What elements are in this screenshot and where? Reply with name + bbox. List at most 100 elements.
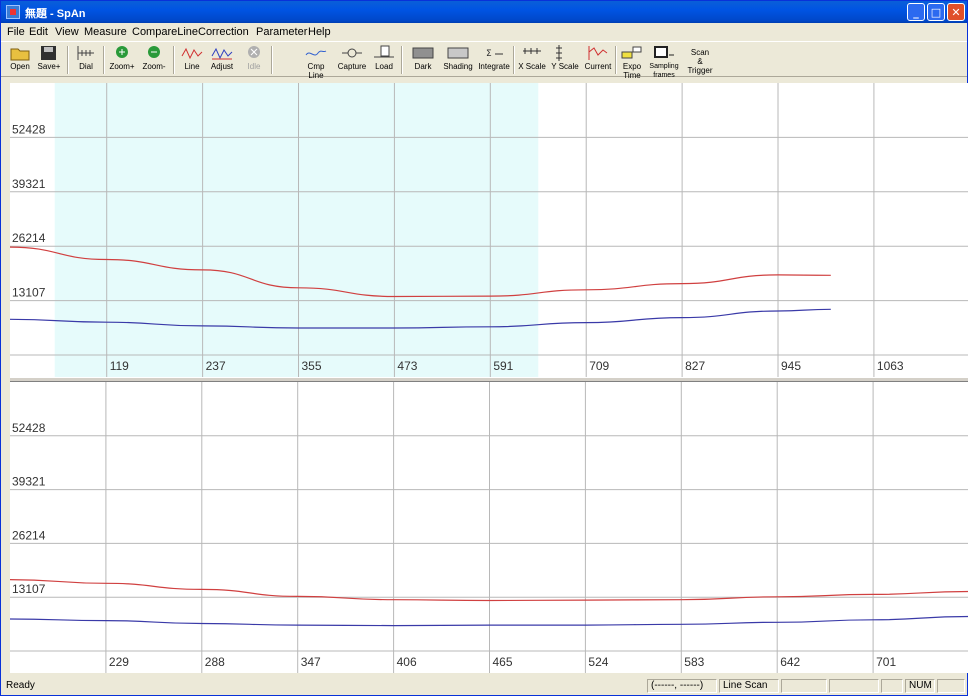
y-scale-button[interactable]: Y Scale (549, 44, 581, 76)
status-cell-empty-2 (829, 679, 879, 693)
menu-measure[interactable]: Measure (84, 26, 127, 38)
line-graph-icon (181, 44, 203, 62)
status-coordinates: (------, ------) (647, 679, 717, 693)
status-ready: Ready (6, 680, 35, 691)
series-line-1 (10, 579, 968, 602)
bottom-line-chart[interactable]: 13107 26214 39321 52428 229 288 347 406 465 524 58… (10, 382, 968, 673)
x-tick-label: 827 (685, 359, 705, 373)
x-tick-label: 709 (589, 359, 609, 373)
series-line-2 (10, 308, 831, 329)
capture-icon (341, 44, 363, 62)
scan-trigger-button[interactable]: Scan & Trigger (687, 48, 713, 75)
y-tick-label: 39321 (12, 177, 46, 191)
x-tick-label: 406 (397, 655, 417, 669)
menu-parameter[interactable]: Parameter (256, 26, 308, 38)
window-title: 無題 - SpAn (25, 8, 86, 20)
open-button[interactable]: Open (7, 44, 33, 76)
y-tick-label: 52428 (12, 421, 46, 435)
status-num: NUM (905, 679, 935, 693)
compare-line-icon (305, 44, 327, 62)
x-tick-label: 583 (684, 655, 704, 669)
x-tick-label: 347 (301, 655, 321, 669)
status-cell-empty-1 (781, 679, 827, 693)
y-tick-label: 39321 (12, 475, 46, 489)
menu-correction[interactable]: Correction (198, 26, 249, 38)
menu-view[interactable]: View (55, 26, 79, 38)
shading-button[interactable]: Shading (441, 44, 475, 76)
top-spectrum-panel[interactable]: 13107 26214 39321 52428 119 237 355 473 591 709 82… (10, 83, 968, 377)
y-tick-label: 13107 (12, 286, 46, 300)
svg-text:Σ: Σ (486, 49, 492, 59)
disk-icon (38, 44, 60, 62)
expo-time-button[interactable]: Expo Time (617, 44, 647, 80)
x-tick-label: 701 (876, 655, 896, 669)
selection-highlight[interactable] (54, 83, 539, 377)
close-button[interactable]: ✕ (947, 3, 965, 21)
load-icon (373, 44, 395, 62)
menu-compareline[interactable]: CompareLine (132, 26, 199, 38)
x-tick-label: 119 (110, 359, 129, 373)
adjust-icon (211, 44, 233, 62)
series-line-2 (10, 615, 968, 627)
y-tick-label: 13107 (12, 582, 46, 596)
sampling-frames-button[interactable]: Sampling frames (647, 44, 681, 79)
x-tick-label: 237 (206, 359, 226, 373)
x-tick-label: 229 (109, 655, 129, 669)
current-icon (587, 44, 609, 62)
save-button[interactable]: Save+ (35, 44, 63, 76)
sampling-icon (653, 44, 675, 62)
y-tick-label: 26214 (12, 528, 46, 542)
zoom-out-button[interactable]: Zoom- (139, 44, 169, 76)
folder-icon (9, 44, 31, 62)
app-icon[interactable] (6, 5, 20, 19)
bottom-spectrum-panel[interactable]: 13107 26214 39321 52428 229 288 347 406 465 524 58… (10, 382, 968, 673)
x-tick-label: 642 (780, 655, 800, 669)
shading-icon (447, 44, 469, 62)
dial-button[interactable]: Dial (73, 44, 99, 76)
menu-help[interactable]: Help (308, 26, 331, 38)
minimize-icon: _ (913, 5, 919, 19)
exposure-icon (621, 44, 643, 62)
zoom-in-icon (111, 44, 133, 62)
x-scale-icon (521, 44, 543, 62)
load-button[interactable]: Load (371, 44, 397, 76)
integrate-button[interactable]: Σ Integrate (477, 44, 511, 76)
line-button[interactable]: Line (179, 44, 205, 76)
menu-bar: File Edit View Measure CompareLine Corre… (1, 23, 967, 41)
menu-edit[interactable]: Edit (29, 26, 48, 38)
x-tick-label: 465 (493, 655, 513, 669)
top-line-chart[interactable]: 13107 26214 39321 52428 119 237 355 473 591 709 82… (10, 83, 968, 377)
cmp-line-button[interactable]: Cmp Line (301, 44, 331, 80)
maximize-button[interactable]: □ (927, 3, 945, 21)
zoom-out-icon (143, 44, 165, 62)
dark-icon (412, 44, 434, 62)
x-tick-label: 524 (588, 655, 608, 669)
dial-icon (75, 44, 97, 62)
status-cell-empty-3 (881, 679, 903, 693)
current-button[interactable]: Current (581, 44, 615, 76)
x-tick-label: 355 (302, 359, 322, 373)
x-tick-label: 591 (493, 359, 513, 373)
dark-button[interactable]: Dark (409, 44, 437, 76)
minimize-button[interactable]: _ (907, 3, 925, 21)
menu-file[interactable]: File (7, 26, 25, 38)
close-icon: ✕ (951, 5, 961, 19)
x-scale-button[interactable]: X Scale (515, 44, 549, 76)
zoom-in-button[interactable]: Zoom+ (107, 44, 137, 76)
status-bar: Ready (------, ------) Line Scan NUM (1, 677, 967, 695)
adjust-button[interactable]: Adjust (207, 44, 237, 76)
panel-splitter[interactable] (10, 377, 968, 382)
x-tick-label: 1063 (877, 359, 904, 373)
y-scale-icon (554, 44, 576, 62)
title-bar[interactable]: 無題 - SpAn _ □ ✕ (1, 1, 967, 23)
status-cell-empty-4 (937, 679, 965, 693)
idle-icon (243, 44, 265, 62)
series-line-1 (10, 246, 831, 298)
y-tick-label: 26214 (12, 231, 46, 245)
maximize-icon: □ (930, 5, 942, 19)
integrate-icon: Σ (483, 44, 505, 62)
capture-button[interactable]: Capture (335, 44, 369, 76)
y-tick-label: 52428 (12, 122, 46, 136)
idle-button[interactable]: Idle (241, 44, 267, 76)
